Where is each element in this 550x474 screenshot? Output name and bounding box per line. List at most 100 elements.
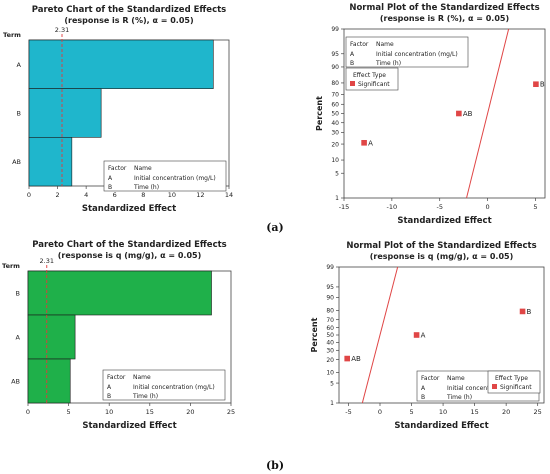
y-tick-label: 40	[331, 120, 339, 127]
normal-plot-q: Normal Plot of the Standardized Effects(…	[310, 241, 545, 431]
x-tick-label: 25	[534, 408, 542, 416]
x-tick-label: 10	[439, 408, 447, 416]
point-label: A	[368, 139, 373, 147]
legend-factor: B	[107, 393, 111, 400]
x-tick-label: 0	[27, 191, 31, 199]
pareto-chart-r: Pareto Chart of the Standardized Effects…	[3, 5, 233, 214]
fit-line	[361, 266, 399, 404]
x-tick-label: 12	[196, 191, 204, 199]
x-tick-label: 5	[67, 408, 71, 416]
bar-category-label: B	[17, 110, 21, 118]
bar-category-label: AB	[11, 378, 20, 386]
y-tick-label: 20	[331, 141, 339, 148]
point-AB	[456, 110, 462, 117]
y-tick-label: 50	[331, 111, 339, 118]
y-tick-label: 1	[335, 195, 339, 202]
point-AB	[344, 355, 350, 362]
chart-subtitle: (response is q (mg/g), α = 0.05)	[370, 252, 514, 261]
bar-B	[27, 270, 212, 316]
bar-category-label: B	[16, 290, 20, 298]
bar-AB	[28, 137, 73, 187]
y-axis-label: Percent	[315, 96, 324, 131]
chart-title: Normal Plot of the Standardized Effects	[346, 241, 536, 251]
x-tick-label: 2	[56, 191, 60, 199]
legend-box	[103, 160, 227, 192]
y-tick-label: 70	[326, 317, 334, 324]
legend-name-header: Name	[134, 165, 152, 172]
bar-category-label: A	[16, 334, 21, 342]
bar-category-label: A	[17, 61, 22, 69]
significant-marker	[492, 384, 497, 389]
legend-name-header: Name	[376, 41, 394, 48]
pareto-chart-q: Pareto Chart of the Standardized Effects…	[2, 240, 235, 431]
legend-box	[102, 369, 226, 401]
y-tick-label: 5	[335, 170, 339, 177]
legend-factor: A	[107, 384, 112, 391]
fit-line	[466, 28, 510, 199]
x-tick-label: -5	[345, 408, 351, 416]
legend-factor-header: Factor	[421, 375, 440, 382]
bar-A	[27, 314, 76, 360]
y-tick-label: 1	[330, 400, 334, 407]
legend-factor-name: Initial concentration (mg/L)	[133, 384, 215, 391]
legend-factor-name: Time (h)	[132, 393, 158, 400]
x-tick-label: -10	[387, 203, 398, 211]
legend-name-header: Name	[133, 374, 151, 381]
y-tick-label: 30	[326, 348, 334, 355]
x-tick-label: 5	[409, 408, 413, 416]
legend-factor: B	[421, 394, 425, 401]
point-A	[361, 139, 367, 146]
x-tick-label: 10	[168, 191, 176, 199]
x-tick-label: 20	[502, 408, 510, 416]
chart-subtitle: (response is q (mg/g), α = 0.05)	[58, 251, 202, 260]
y-axis-label: Percent	[310, 317, 319, 352]
x-tick-label: -5	[436, 203, 442, 211]
x-tick-label: 0	[378, 408, 382, 416]
legend-factor: A	[421, 385, 426, 392]
bar-category-label: AB	[12, 158, 21, 166]
bar-AB	[27, 358, 71, 404]
legend-box	[345, 36, 469, 68]
reference-label: 2.31	[40, 257, 54, 265]
legend-factor-name: Initial concentration (mg/L)	[134, 175, 216, 182]
chart-title: Normal Plot of the Standardized Effects	[349, 3, 539, 13]
caption-b: (b)	[266, 459, 284, 472]
point-label: AB	[351, 355, 361, 363]
y-tick-label: 5	[330, 380, 334, 387]
legend-factor: B	[350, 60, 354, 67]
chart-title: Pareto Chart of the Standardized Effects	[32, 5, 227, 15]
x-tick-label: 5	[533, 203, 537, 211]
x-tick-label: 14	[225, 191, 233, 199]
legend-name-header: Name	[447, 375, 465, 382]
bar-B	[28, 88, 102, 138]
y-tick-label: 95	[326, 284, 334, 291]
y-tick-label: 10	[331, 157, 339, 164]
x-axis-label: Standardized Effect	[397, 216, 491, 226]
y-tick-label: 60	[331, 101, 339, 108]
y-tick-label: 10	[326, 370, 334, 377]
legend-factor-header: Factor	[107, 374, 126, 381]
legend-factor-name: Time (h)	[446, 394, 472, 401]
term-label: Term	[2, 262, 20, 270]
term-label: Term	[3, 31, 21, 39]
x-tick-label: 15	[146, 408, 154, 416]
legend-factor: A	[108, 175, 113, 182]
legend-factor-name: Time (h)	[133, 184, 159, 191]
x-axis-label: Standardized Effect	[82, 421, 176, 431]
chart-subtitle: (response is R (%), α = 0.05)	[64, 16, 193, 25]
x-tick-label: 6	[113, 191, 117, 199]
point-label: B	[540, 81, 545, 89]
caption-a: (a)	[266, 221, 284, 234]
y-tick-label: 99	[326, 264, 334, 271]
x-tick-label: 20	[186, 408, 194, 416]
bar-A	[28, 39, 214, 89]
y-tick-label: 90	[326, 295, 334, 302]
effect-type-title: Effect Type	[495, 375, 528, 382]
x-axis-label: Standardized Effect	[394, 421, 488, 431]
normal-plot-r: Normal Plot of the Standardized Effects(…	[315, 3, 546, 226]
legend-factor: A	[350, 51, 355, 58]
x-axis-label: Standardized Effect	[82, 204, 176, 214]
point-B	[519, 308, 526, 315]
y-tick-label: 90	[331, 64, 339, 71]
